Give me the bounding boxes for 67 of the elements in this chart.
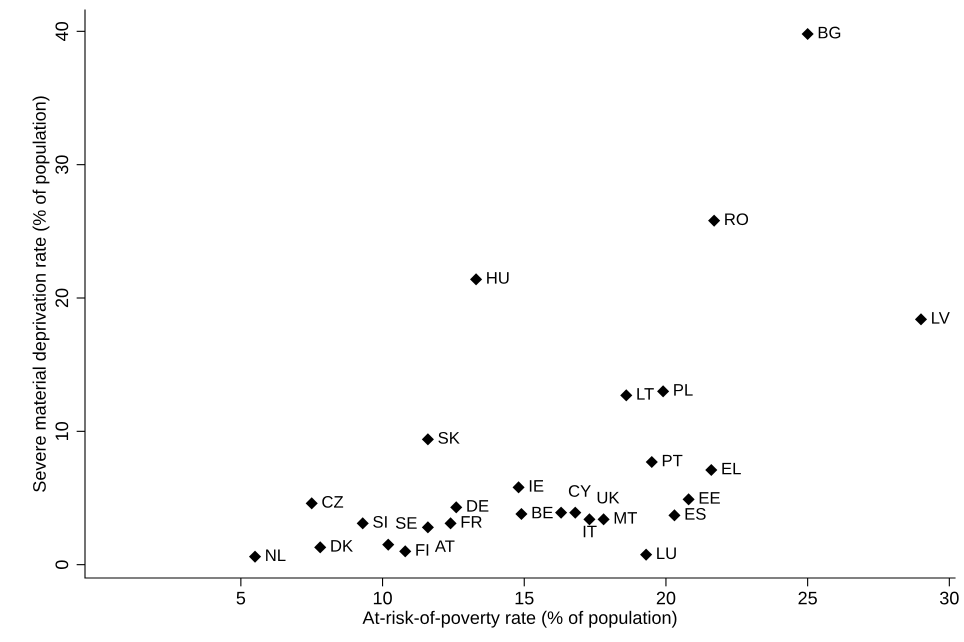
annotation: IT (584, 526, 597, 538)
point (306, 497, 318, 510)
annotation: FR (462, 516, 482, 528)
point (682, 493, 695, 506)
annotation: AT (434, 540, 455, 552)
annotation: DE (467, 500, 488, 512)
point (705, 464, 718, 476)
x-tick-label: 15 (516, 592, 534, 604)
point (382, 538, 394, 551)
point (450, 501, 462, 514)
point (708, 214, 720, 227)
x-tick-label: 30 (940, 592, 959, 604)
annotation: LU (657, 548, 676, 560)
annotation: FI (416, 544, 428, 556)
annotation: CY (568, 485, 591, 497)
annotation: CZ (322, 496, 344, 508)
annotation: UK (598, 492, 620, 504)
x-tick-label: 10 (374, 592, 392, 604)
point (356, 517, 369, 530)
point (802, 28, 814, 40)
y-tick-label: 20 (55, 288, 68, 308)
point (248, 550, 262, 563)
annotation: SK (438, 432, 460, 444)
point (470, 273, 482, 286)
point (444, 517, 457, 530)
annotation: ES (686, 508, 706, 520)
point (569, 506, 582, 519)
annotation: LT (637, 388, 654, 400)
point (598, 513, 610, 526)
x-tick-label: 5 (236, 592, 246, 604)
annotation: RO (725, 213, 748, 226)
annotation: EL (722, 462, 741, 474)
point (512, 481, 525, 494)
annotation: BE (532, 506, 553, 518)
annotation: SE (396, 517, 417, 529)
annotation: BG (818, 26, 840, 38)
y-tick-label: 30 (55, 155, 68, 174)
x-axis-title: At-risk-of-poverty rate (% of population) (362, 610, 676, 628)
annotation: NL (266, 550, 286, 561)
annotation: HU (487, 272, 509, 284)
point (314, 541, 326, 554)
annotation: LV (932, 312, 950, 324)
point (555, 506, 568, 519)
point (640, 548, 652, 561)
point (646, 456, 658, 468)
point (914, 313, 928, 326)
annotation: MT (614, 512, 638, 524)
y-tick-label: 0 (55, 560, 68, 569)
point (515, 508, 528, 520)
x-tick-label: 25 (798, 592, 817, 604)
point (583, 513, 596, 526)
annotation: SI (373, 516, 387, 528)
y-axis-title: Severe material deprivation rate (% of population) (32, 96, 50, 492)
point (422, 521, 434, 534)
y-tick-label: 10 (55, 422, 68, 440)
point (422, 433, 434, 446)
y-tick-label: 40 (55, 22, 68, 41)
point (399, 545, 412, 558)
point (620, 389, 632, 402)
annotation: IE (530, 480, 544, 492)
annotation: DK (331, 540, 353, 552)
point (668, 509, 680, 522)
annotation: EE (700, 492, 720, 504)
x-tick-label: 20 (656, 592, 676, 604)
point (657, 385, 670, 398)
annotation: PT (662, 454, 682, 466)
annotation: PL (674, 384, 693, 396)
